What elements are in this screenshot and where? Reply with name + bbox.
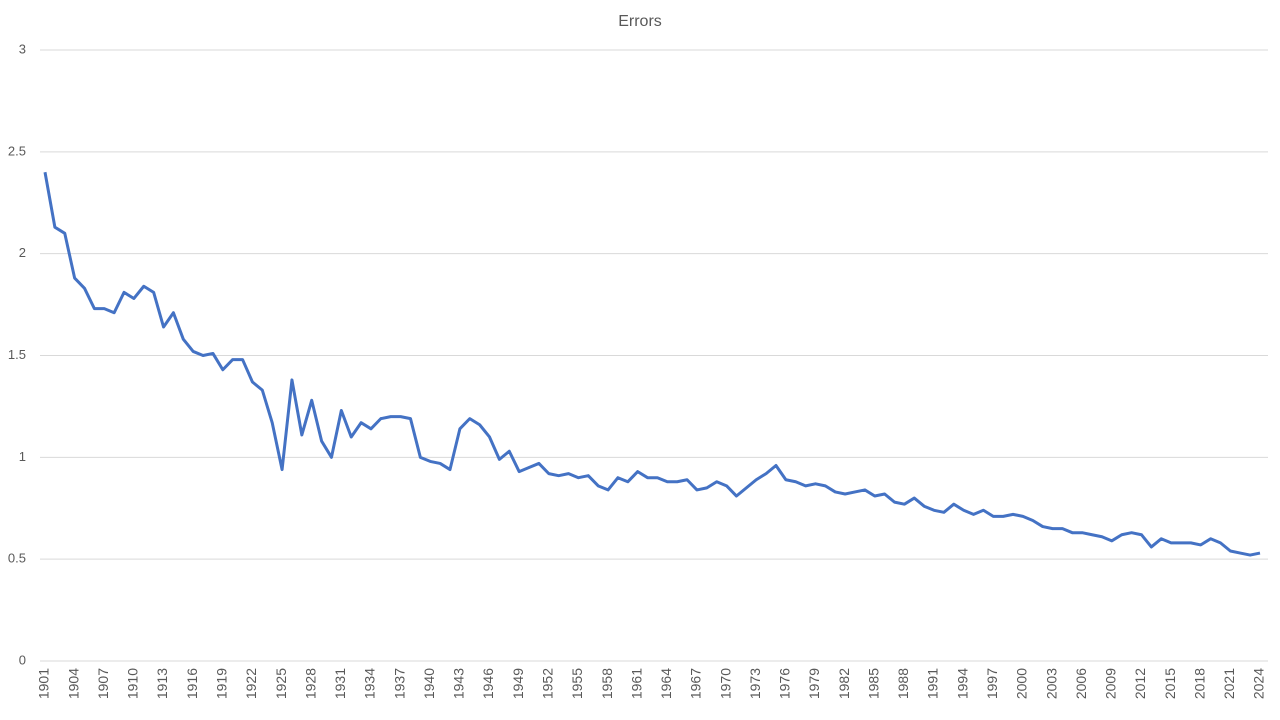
x-tick-label: 1952 [539, 668, 555, 699]
x-tick-label: 1973 [747, 668, 763, 699]
x-tick-label: 1943 [451, 668, 467, 699]
y-tick-label: 0.5 [8, 551, 26, 566]
x-tick-label: 1991 [925, 668, 941, 699]
x-tick-label: 2021 [1221, 668, 1237, 699]
x-tick-label: 1982 [836, 668, 852, 699]
y-tick-label: 1 [19, 449, 26, 464]
x-tick-label: 1994 [954, 668, 970, 699]
x-tick-label: 1934 [362, 668, 378, 699]
x-tick-label: 2018 [1191, 668, 1207, 699]
y-tick-label: 2 [19, 245, 26, 260]
x-tick-label: 1988 [895, 668, 911, 699]
x-tick-label: 1904 [65, 668, 81, 699]
x-tick-label: 1964 [658, 668, 674, 699]
chart-title: Errors [618, 13, 662, 30]
x-tick-label: 2009 [1103, 668, 1119, 699]
x-tick-label: 1940 [421, 668, 437, 699]
y-tick-label: 2.5 [8, 143, 26, 158]
x-tick-label: 1997 [984, 668, 1000, 699]
x-tick-label: 2000 [1014, 668, 1030, 699]
x-tick-label: 1922 [243, 668, 259, 699]
x-tick-label: 1925 [273, 668, 289, 699]
x-tick-label: 1976 [777, 668, 793, 699]
x-tick-label: 1955 [569, 668, 585, 699]
x-tick-label: 1961 [628, 668, 644, 699]
x-tick-label: 2003 [1043, 668, 1059, 699]
x-tick-label: 1919 [214, 668, 230, 699]
x-tick-label: 1946 [480, 668, 496, 699]
x-tick-label: 1970 [717, 668, 733, 699]
x-tick-label: 1967 [688, 668, 704, 699]
x-tick-label: 2012 [1132, 668, 1148, 699]
x-tick-label: 1985 [865, 668, 881, 699]
x-tick-label: 1931 [332, 668, 348, 699]
x-tick-label: 1916 [184, 668, 200, 699]
y-tick-label: 0 [19, 652, 26, 667]
y-tick-label: 3 [19, 41, 26, 56]
y-tick-label: 1.5 [8, 347, 26, 362]
x-tick-label: 2006 [1073, 668, 1089, 699]
x-tick-label: 1979 [806, 668, 822, 699]
x-tick-label: 2015 [1162, 668, 1178, 699]
x-tick-label: 1937 [391, 668, 407, 699]
x-tick-label: 1958 [599, 668, 615, 699]
data-line [43, 171, 1261, 557]
x-tick-label: 1910 [125, 668, 141, 699]
x-tick-label: 1913 [154, 668, 170, 699]
x-tick-label: 1928 [302, 668, 318, 699]
x-tick-label: 1949 [510, 668, 526, 699]
x-tick-label: 2024 [1251, 668, 1267, 699]
x-tick-label: 1901 [36, 668, 52, 699]
x-tick-label: 1907 [95, 668, 111, 699]
